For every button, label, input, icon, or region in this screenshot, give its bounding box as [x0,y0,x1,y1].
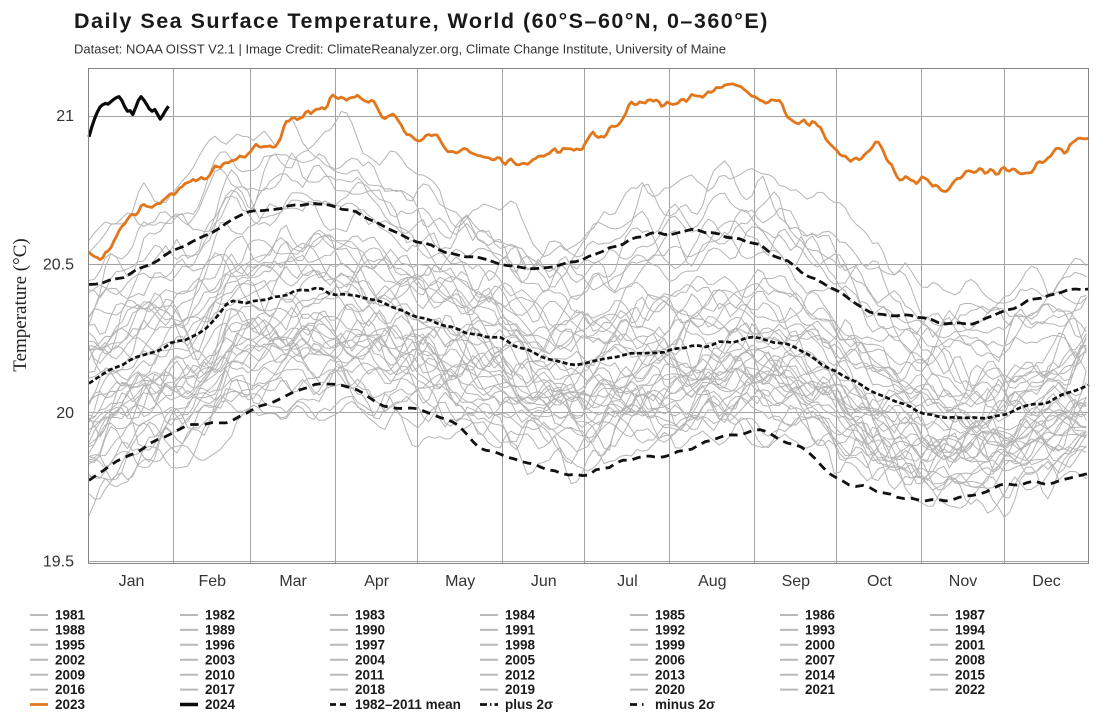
svg-text:2003: 2003 [205,652,236,667]
svg-text:1988: 1988 [55,623,86,638]
svg-text:plus 2σ: plus 2σ [505,697,553,712]
svg-text:Dec: Dec [1032,573,1060,590]
svg-text:2020: 2020 [655,682,685,697]
svg-text:2018: 2018 [355,682,386,697]
svg-text:21: 21 [56,108,74,125]
svg-text:2019: 2019 [505,682,535,697]
svg-text:1993: 1993 [805,623,836,638]
svg-text:minus 2σ: minus 2σ [655,697,715,712]
svg-text:2006: 2006 [655,652,686,667]
svg-text:Sep: Sep [782,573,811,590]
svg-text:Jan: Jan [119,573,145,590]
svg-text:2000: 2000 [805,637,835,652]
svg-text:Aug: Aug [698,573,726,590]
svg-text:1983: 1983 [355,608,386,623]
svg-text:2011: 2011 [355,667,385,682]
svg-text:1982: 1982 [205,608,235,623]
svg-text:Oct: Oct [867,573,892,590]
svg-text:20.5: 20.5 [43,257,74,274]
svg-text:1992: 1992 [655,623,685,638]
svg-text:Dataset: NOAA OISST V2.1 | Ima: Dataset: NOAA OISST V2.1 | Image Credit:… [74,42,726,57]
svg-text:1987: 1987 [955,608,985,623]
svg-text:2024: 2024 [205,697,236,712]
svg-text:1996: 1996 [205,637,236,652]
svg-text:1994: 1994 [955,623,986,638]
svg-text:20: 20 [56,405,74,422]
svg-text:2002: 2002 [55,652,85,667]
svg-text:1981: 1981 [55,608,86,623]
svg-text:2010: 2010 [205,667,235,682]
svg-text:2021: 2021 [805,682,836,697]
svg-text:1995: 1995 [55,637,86,652]
svg-text:Feb: Feb [199,573,227,590]
svg-text:2016: 2016 [55,682,86,697]
svg-text:Apr: Apr [364,573,390,590]
svg-text:Daily Sea Surface Temperature,: Daily Sea Surface Temperature, World (60… [74,9,769,33]
svg-text:1998: 1998 [505,637,536,652]
svg-text:Temperature (°C): Temperature (°C) [10,238,31,371]
svg-text:2013: 2013 [655,667,686,682]
svg-text:19.5: 19.5 [43,554,74,571]
svg-text:Mar: Mar [279,573,307,590]
svg-text:2007: 2007 [805,652,835,667]
svg-text:2022: 2022 [955,682,985,697]
svg-text:2023: 2023 [55,697,86,712]
svg-text:May: May [445,573,475,590]
svg-text:2004: 2004 [355,652,386,667]
svg-text:1989: 1989 [205,623,235,638]
svg-text:1991: 1991 [505,623,536,638]
svg-text:1999: 1999 [655,637,685,652]
svg-text:2001: 2001 [955,637,986,652]
svg-text:Jul: Jul [617,573,637,590]
svg-text:1985: 1985 [655,608,686,623]
svg-text:1990: 1990 [355,623,385,638]
svg-text:2014: 2014 [805,667,836,682]
svg-text:2015: 2015 [955,667,986,682]
svg-text:1986: 1986 [805,608,836,623]
svg-text:2009: 2009 [55,667,85,682]
svg-text:2012: 2012 [505,667,535,682]
svg-text:2008: 2008 [955,652,986,667]
svg-text:Jun: Jun [531,573,557,590]
svg-text:1997: 1997 [355,637,385,652]
svg-text:Nov: Nov [949,573,977,590]
svg-text:1984: 1984 [505,608,536,623]
svg-text:2005: 2005 [505,652,536,667]
svg-text:1982–2011 mean: 1982–2011 mean [355,697,461,712]
svg-text:2017: 2017 [205,682,235,697]
